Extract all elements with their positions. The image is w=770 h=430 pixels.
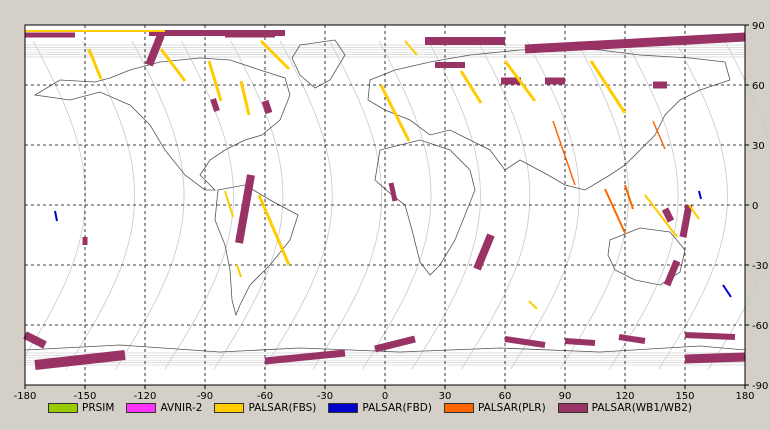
legend-item: PALSAR(WB1/WB2) — [557, 402, 692, 414]
swath-palsar-wb1-wb2 — [684, 352, 746, 364]
swath-palsar-fbs — [503, 60, 537, 102]
swath-palsar-plr — [552, 120, 576, 186]
legend-swatch — [126, 403, 157, 413]
orbit-track — [609, 40, 679, 370]
swath-palsar-fbs — [159, 48, 187, 82]
swath-palsar-fbd — [722, 284, 732, 298]
legend-swatch — [48, 403, 78, 413]
y-tick-label: -60 — [752, 321, 768, 332]
y-tick-label: 90 — [752, 21, 765, 32]
legend-swatch — [443, 403, 474, 413]
swath-palsar-fbs — [259, 39, 291, 71]
coastline-north-america — [33, 57, 291, 191]
swath-palsar-fbd — [54, 210, 58, 222]
observation-swaths — [23, 30, 746, 370]
swath-palsar-wb1-wb2 — [679, 204, 693, 238]
swath-palsar-fbs — [379, 84, 411, 142]
legend-label: AVNIR-2 — [160, 402, 203, 414]
swath-palsar-wb1-wb2 — [261, 99, 273, 115]
swath-palsar-plr — [624, 184, 634, 210]
orbit-track — [559, 40, 629, 370]
legend: PRSIM AVNIR-2 PALSAR(FBS) PALSAR(FBD) PALSAR… — [48, 402, 704, 414]
legend-label: PALSAR(WB1/WB2) — [591, 402, 692, 414]
swath-palsar-fbs — [236, 264, 242, 278]
swath-palsar-wb1-wb2 — [663, 259, 681, 287]
swath-palsar-wb1-wb2 — [661, 207, 675, 223]
swath-palsar-wb1-wb2 — [618, 334, 646, 344]
axis-ticks: -180 -150 -120 -90 -60 -30 0 30 60 90 120 150 180 90 6… — [14, 21, 769, 402]
orbit-track — [164, 40, 234, 370]
x-tick-label: -30 — [317, 391, 333, 402]
legend-swatch — [214, 403, 245, 413]
graticule — [25, 25, 745, 385]
x-tick-label: -150 — [74, 391, 97, 402]
swath-palsar-wb1-wb2 — [264, 349, 346, 365]
legend-swatch — [557, 403, 588, 413]
swath-palsar-wb1-wb2 — [524, 32, 746, 54]
x-tick-label: -60 — [257, 391, 273, 402]
legend-item: AVNIR-2 — [126, 402, 202, 414]
legend-label: PALSAR(FBS) — [248, 402, 317, 414]
legend-label: PALSAR(FBD) — [362, 402, 432, 414]
y-tick-label: 0 — [752, 201, 758, 212]
coastline-antarctica — [24, 344, 746, 353]
swath-palsar-plr — [604, 188, 626, 234]
legend-label: PRSIM — [82, 402, 115, 414]
legend-item: PALSAR(PLR) — [443, 402, 546, 414]
swath-palsar-fbs — [459, 70, 483, 104]
coastline-south-america — [214, 184, 299, 317]
x-tick-label: -180 — [14, 391, 37, 402]
orbit-track — [214, 40, 284, 370]
swath-palsar-wb1-wb2 — [210, 98, 220, 112]
y-tick-label: -30 — [752, 261, 768, 272]
swath-palsar-wb1-wb2 — [473, 233, 495, 271]
y-tick-label: 60 — [752, 81, 765, 92]
swath-palsar-fbs — [688, 204, 700, 220]
swath-palsar-fbs — [207, 60, 223, 102]
swath-palsar-wb1-wb2 — [235, 174, 255, 244]
legend-item: PALSAR(FBS) — [214, 402, 316, 414]
orbit-track — [362, 40, 432, 370]
swath-palsar-fbs — [87, 48, 103, 80]
swath-palsar-wb1-wb2 — [374, 335, 416, 353]
y-tick-label: -90 — [752, 381, 768, 392]
legend-label: PALSAR(PLR) — [477, 402, 546, 414]
x-tick-label: 60 — [499, 391, 512, 402]
swath-palsar-fbs — [404, 40, 418, 56]
swath-palsar-wb1-wb2 — [388, 182, 398, 202]
swath-palsar-fbs — [257, 194, 291, 266]
swath-palsar-fbs — [589, 60, 627, 114]
swath-palsar-wb1-wb2 — [145, 33, 165, 67]
orbit-track — [708, 40, 770, 370]
swath-palsar-fbs — [239, 80, 251, 116]
swath-palsar-wb1-wb2 — [23, 331, 47, 349]
x-tick-label: -90 — [197, 391, 213, 402]
x-tick-label: 30 — [439, 391, 452, 402]
swath-palsar-fbs — [644, 194, 678, 238]
swath-palsar-wb1-wb2 — [34, 350, 126, 370]
legend-item: PRSIM — [48, 402, 114, 414]
x-tick-label: 120 — [615, 391, 634, 402]
swath-palsar-plr — [652, 120, 666, 150]
x-tick-label: 180 — [735, 391, 754, 402]
x-tick-label: -120 — [134, 391, 157, 402]
y-tick-label: 30 — [752, 141, 765, 152]
x-tick-label: 0 — [382, 391, 388, 402]
swath-palsar-wb1-wb2 — [684, 332, 736, 340]
swath-palsar-fbs — [224, 190, 234, 218]
swath-palsar-fbd — [698, 190, 702, 200]
legend-swatch — [328, 403, 359, 413]
swath-palsar-wb1-wb2 — [564, 338, 596, 346]
legend-item: PALSAR(FBD) — [328, 402, 432, 414]
swath-palsar-wb1-wb2 — [504, 336, 546, 348]
swath-palsar-fbs — [528, 300, 538, 310]
x-tick-label: 90 — [559, 391, 572, 402]
coastline-greenland — [291, 39, 346, 89]
x-tick-label: 150 — [675, 391, 694, 402]
